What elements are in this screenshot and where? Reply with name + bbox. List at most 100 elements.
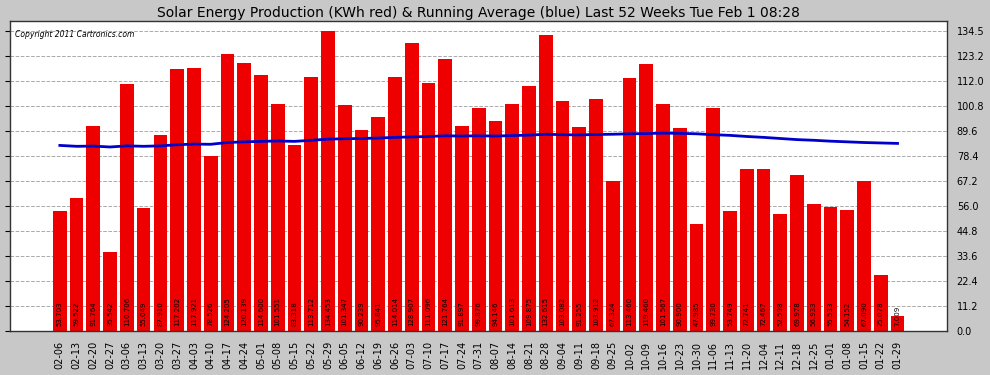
Bar [656, 104, 670, 332]
Bar [187, 68, 201, 332]
Bar [455, 126, 469, 332]
Text: 101.567: 101.567 [660, 297, 666, 326]
Text: 110.706: 110.706 [124, 297, 130, 326]
Bar [606, 181, 620, 332]
Text: 90.239: 90.239 [358, 301, 364, 326]
Title: Solar Energy Production (KWh red) & Running Average (blue) Last 52 Weeks Tue Feb: Solar Energy Production (KWh red) & Runn… [157, 6, 800, 20]
Text: 87.910: 87.910 [157, 301, 163, 326]
Text: 55.049: 55.049 [141, 302, 147, 326]
Text: 53.703: 53.703 [56, 301, 62, 326]
Text: Copyright 2011 Cartronics.com: Copyright 2011 Cartronics.com [15, 30, 135, 39]
Bar [756, 170, 770, 332]
Text: 69.978: 69.978 [794, 301, 800, 326]
Bar [740, 169, 753, 332]
Bar [572, 128, 586, 332]
Text: 101.613: 101.613 [509, 297, 515, 326]
Bar [505, 104, 519, 332]
Text: 78.526: 78.526 [208, 301, 214, 326]
Text: 99.876: 99.876 [475, 301, 482, 326]
Text: 101.347: 101.347 [342, 297, 347, 326]
Bar [120, 84, 134, 332]
Text: 91.255: 91.255 [576, 302, 582, 326]
Bar [539, 35, 552, 332]
Text: 132.615: 132.615 [543, 297, 548, 326]
Bar [841, 210, 854, 332]
Text: 114.014: 114.014 [392, 297, 398, 326]
Text: 113.712: 113.712 [308, 297, 314, 326]
Bar [221, 54, 235, 332]
Bar [857, 182, 871, 332]
Text: 67.090: 67.090 [861, 301, 867, 326]
Text: 103.912: 103.912 [593, 297, 599, 326]
Text: 119.460: 119.460 [644, 297, 649, 326]
Bar [254, 75, 267, 332]
Text: 91.897: 91.897 [459, 301, 465, 326]
Text: 103.082: 103.082 [559, 297, 565, 326]
Text: 114.600: 114.600 [258, 297, 264, 326]
Text: 7.009: 7.009 [895, 306, 901, 326]
Text: 90.900: 90.900 [677, 301, 683, 326]
Bar [422, 83, 436, 332]
Bar [707, 108, 720, 332]
Bar [153, 135, 167, 332]
Bar [773, 214, 787, 332]
Text: 95.841: 95.841 [375, 301, 381, 326]
Bar [640, 64, 653, 332]
Bar [371, 117, 385, 332]
Bar [405, 43, 419, 332]
Text: 53.749: 53.749 [727, 301, 733, 326]
Bar [489, 121, 502, 332]
Text: 120.139: 120.139 [242, 297, 248, 326]
Bar [623, 78, 637, 332]
Text: 134.453: 134.453 [325, 297, 331, 326]
Bar [204, 156, 218, 332]
Text: 117.921: 117.921 [191, 297, 197, 326]
Text: 99.730: 99.730 [710, 301, 716, 326]
Bar [439, 59, 452, 332]
Text: 47.985: 47.985 [693, 301, 700, 326]
Text: 52.598: 52.598 [777, 302, 783, 326]
Bar [589, 99, 603, 332]
Bar [338, 105, 351, 332]
Bar [891, 316, 905, 332]
Bar [69, 198, 83, 332]
Text: 59.522: 59.522 [73, 302, 79, 326]
Text: 121.764: 121.764 [443, 297, 448, 326]
Bar [790, 175, 804, 332]
Bar [53, 211, 66, 332]
Text: 67.324: 67.324 [610, 301, 616, 326]
Bar [321, 31, 335, 332]
Text: 72.741: 72.741 [743, 301, 749, 326]
Bar [103, 252, 117, 332]
Text: 35.542: 35.542 [107, 302, 113, 326]
Text: 113.460: 113.460 [627, 297, 633, 326]
Text: 94.146: 94.146 [492, 301, 498, 326]
Bar [807, 204, 821, 332]
Bar [271, 104, 284, 332]
Bar [354, 130, 368, 332]
Text: 54.152: 54.152 [844, 302, 850, 326]
Bar [170, 69, 184, 332]
Bar [86, 126, 100, 332]
Bar [137, 209, 150, 332]
Bar [690, 224, 703, 332]
Bar [673, 128, 687, 332]
Text: 124.205: 124.205 [225, 297, 231, 326]
Text: 55.533: 55.533 [828, 302, 834, 326]
Bar [304, 77, 318, 332]
Bar [287, 145, 301, 332]
Text: 111.096: 111.096 [426, 297, 432, 326]
Bar [824, 207, 838, 332]
Bar [723, 211, 737, 332]
Text: 83.318: 83.318 [291, 301, 297, 326]
Bar [388, 76, 402, 332]
Bar [874, 275, 888, 332]
Bar [555, 101, 569, 332]
Text: 101.551: 101.551 [274, 297, 280, 326]
Text: 109.875: 109.875 [526, 297, 532, 326]
Bar [472, 108, 485, 332]
Text: 25.078: 25.078 [878, 301, 884, 326]
Text: 91.764: 91.764 [90, 301, 96, 326]
Text: 56.933: 56.933 [811, 301, 817, 326]
Bar [238, 63, 251, 332]
